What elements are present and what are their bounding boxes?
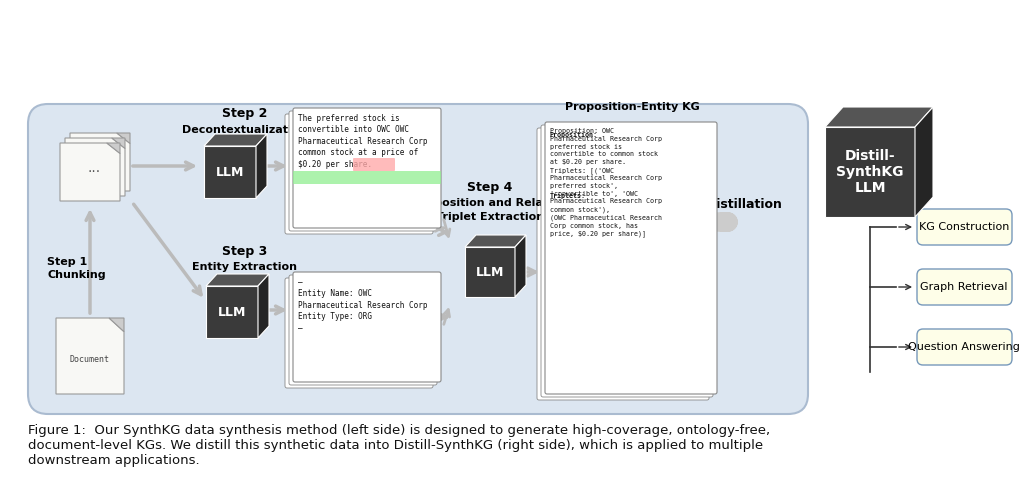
Polygon shape <box>206 274 269 286</box>
FancyBboxPatch shape <box>293 171 441 184</box>
Polygon shape <box>106 143 120 153</box>
Polygon shape <box>825 127 915 217</box>
Text: –
Entity Name: OWC
Pharmaceutical Research Corp
Entity Type: ORG
–: – Entity Name: OWC Pharmaceutical Resear… <box>298 278 427 333</box>
Text: Proposition: OWC
Pharmaceutical Research Corp
preferred stock is
convertible to : Proposition: OWC Pharmaceutical Research… <box>550 128 662 237</box>
Polygon shape <box>60 143 120 201</box>
Polygon shape <box>465 235 526 247</box>
Polygon shape <box>825 107 933 127</box>
Polygon shape <box>206 286 258 338</box>
FancyBboxPatch shape <box>28 104 808 414</box>
Text: Triplets:: Triplets: <box>550 192 586 199</box>
Polygon shape <box>112 138 125 148</box>
Text: Proposition:: Proposition: <box>550 131 598 138</box>
Polygon shape <box>256 134 267 198</box>
Polygon shape <box>117 133 130 144</box>
Text: Triplet Extraction: Triplet Extraction <box>436 212 544 222</box>
FancyBboxPatch shape <box>541 125 713 397</box>
FancyBboxPatch shape <box>289 111 437 231</box>
Polygon shape <box>109 318 124 332</box>
Text: Document: Document <box>70 355 110 364</box>
Text: Step 4: Step 4 <box>467 180 513 193</box>
Text: Step 2: Step 2 <box>222 107 267 120</box>
Polygon shape <box>915 107 933 217</box>
Text: Distillation: Distillation <box>707 198 783 211</box>
Text: Graph Retrieval: Graph Retrieval <box>921 282 1008 292</box>
FancyBboxPatch shape <box>918 209 1012 245</box>
FancyBboxPatch shape <box>285 278 433 388</box>
Text: The preferred stock is
convertible into OWC OWC
Pharmaceutical Research Corp
com: The preferred stock is convertible into … <box>298 114 427 169</box>
FancyBboxPatch shape <box>293 108 441 228</box>
Text: Decontextualization: Decontextualization <box>182 125 307 135</box>
FancyBboxPatch shape <box>537 128 709 400</box>
FancyBboxPatch shape <box>289 275 437 385</box>
Text: Figure 1:  Our SynthKG data synthesis method (left side) is designed to generate: Figure 1: Our SynthKG data synthesis met… <box>28 424 770 467</box>
Polygon shape <box>70 133 130 191</box>
Polygon shape <box>515 235 526 297</box>
FancyBboxPatch shape <box>918 329 1012 365</box>
Text: Proposition and Relation: Proposition and Relation <box>413 198 567 208</box>
Text: Distill-
SynthKG
LLM: Distill- SynthKG LLM <box>837 149 904 195</box>
Text: ...: ... <box>87 161 100 175</box>
Text: Step 3: Step 3 <box>222 245 267 258</box>
Polygon shape <box>56 318 124 394</box>
FancyBboxPatch shape <box>918 269 1012 305</box>
Polygon shape <box>204 134 267 146</box>
Text: LLM: LLM <box>476 266 504 279</box>
Text: Step 1: Step 1 <box>47 257 87 267</box>
Polygon shape <box>258 274 269 338</box>
Polygon shape <box>204 146 256 198</box>
FancyBboxPatch shape <box>353 158 395 171</box>
Text: LLM: LLM <box>216 165 244 178</box>
Text: LLM: LLM <box>218 306 246 319</box>
Text: Entity Extraction: Entity Extraction <box>193 262 298 272</box>
FancyBboxPatch shape <box>545 122 717 394</box>
Text: Proposition-Entity KG: Proposition-Entity KG <box>564 102 699 112</box>
Polygon shape <box>65 138 125 196</box>
Text: Chunking: Chunking <box>47 270 105 280</box>
Text: KG Construction: KG Construction <box>919 222 1010 232</box>
Polygon shape <box>465 247 515 297</box>
FancyBboxPatch shape <box>285 114 433 234</box>
FancyBboxPatch shape <box>293 272 441 382</box>
Text: Question Answering: Question Answering <box>908 342 1020 352</box>
